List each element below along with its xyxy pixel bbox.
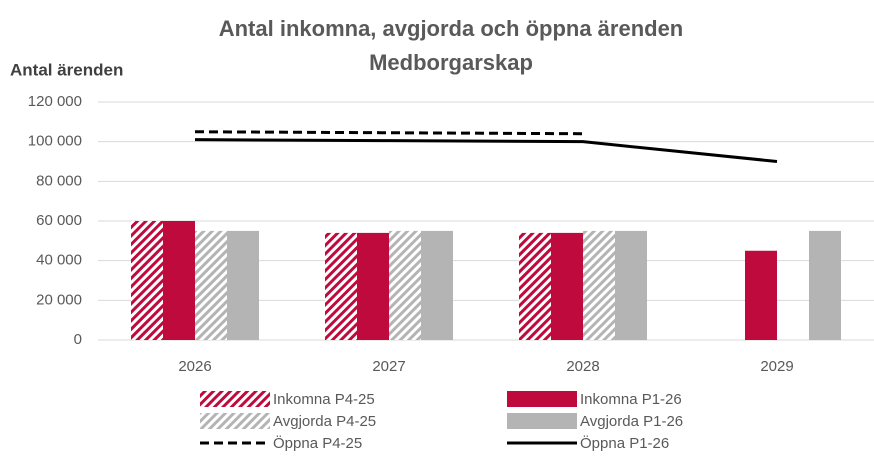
bar xyxy=(163,221,195,340)
bar xyxy=(195,230,227,340)
line xyxy=(194,130,584,136)
bar xyxy=(583,230,615,340)
legend-label: Inkomna P4-25 xyxy=(273,391,375,408)
bar xyxy=(615,230,647,340)
y-tick-label: 0 xyxy=(74,331,82,348)
line xyxy=(194,138,778,163)
x-tick-label: 2028 xyxy=(566,358,599,375)
legend-swatch xyxy=(507,391,577,407)
x-tick-label: 2027 xyxy=(372,358,405,375)
bar xyxy=(809,230,841,340)
bar xyxy=(227,230,259,340)
y-tick-label: 80 000 xyxy=(36,172,82,189)
legend-label: Öppna P4-25 xyxy=(273,434,362,452)
chart-title: Antal inkomna, avgjorda och öppna ärende… xyxy=(219,16,684,41)
bar xyxy=(745,250,777,340)
bar xyxy=(131,221,163,340)
bar xyxy=(551,232,583,340)
y-tick-label: 60 000 xyxy=(36,212,82,229)
y-tick-label: 20 000 xyxy=(36,291,82,308)
y-axis-label: Antal ärenden xyxy=(10,60,123,79)
legend-swatch xyxy=(200,391,270,407)
bar xyxy=(325,232,357,340)
y-tick-label: 100 000 xyxy=(28,133,82,150)
bar xyxy=(357,232,389,340)
bar xyxy=(389,230,421,340)
chart-subtitle: Medborgarskap xyxy=(369,50,533,75)
legend-label: Avgjorda P1-26 xyxy=(580,413,683,430)
bar xyxy=(421,230,453,340)
x-tick-label: 2029 xyxy=(760,358,793,375)
legend-swatch xyxy=(507,413,577,429)
x-tick-label: 2026 xyxy=(178,358,211,375)
legend-label: Öppna P1-26 xyxy=(580,434,669,452)
y-tick-label: 120 000 xyxy=(28,93,82,110)
legend-label: Avgjorda P4-25 xyxy=(273,413,376,430)
bar xyxy=(519,232,551,340)
y-tick-label: 40 000 xyxy=(36,252,82,269)
legend-label: Inkomna P1-26 xyxy=(580,391,682,408)
legend-swatch xyxy=(200,413,270,429)
